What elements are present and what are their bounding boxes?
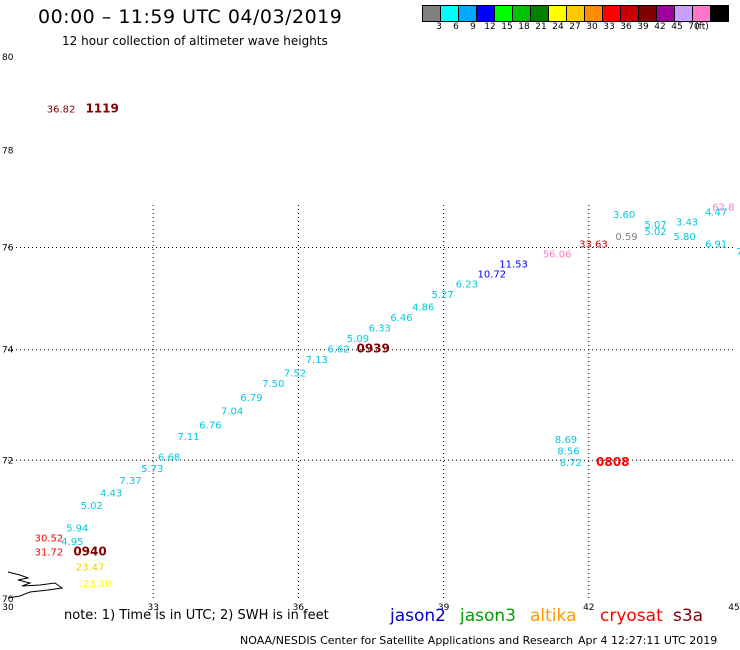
wave-height-value: 7.04 [221,407,243,418]
credit-text: NOAA/NESDIS Center for Satellite Applica… [240,634,574,647]
wave-height-value: 5.07 [644,220,666,231]
latitude-tick-label: 78 [2,146,14,156]
longitude-tick-label: 30 [2,603,14,613]
wave-height-value: 7.52 [284,368,306,379]
color-scale-label: 15 [501,22,513,32]
wave-height-value: 10.72 [477,270,506,281]
wave-height-value: 23.10 [83,579,112,590]
color-scale-label: 27 [569,22,581,32]
wave-height-value: 6.68 [158,452,180,463]
latitude-tick-label: 80 [2,53,14,63]
wave-height-value: 5.02 [644,227,666,238]
pass-time-label: 0939 [356,341,389,355]
color-scale-label: 9 [470,22,476,32]
wave-height-value: 6.46 [390,313,412,324]
wave-height-value: 8.56 [557,446,579,457]
color-scale-label: 12 [484,22,496,32]
color-scale-label: 36 [620,22,632,32]
pass-time-label: 0808 [596,455,629,469]
wave-height-value: 3.43 [676,217,698,228]
wave-height-value: 11.53 [499,260,528,271]
satellite-legend-s3a: s3a [673,606,704,626]
wave-height-value: 33.63 [579,240,608,251]
satellite-legend-jason3: jason3 [460,606,516,626]
satellite-legend-jason2: jason2 [390,606,446,626]
wave-height-value: 6.79 [240,393,262,404]
longitude-tick-label: 33 [147,603,158,613]
coastline [7,571,64,599]
wave-height-value: 6.76 [199,421,221,432]
wave-height-value: 4.86 [412,303,434,314]
color-scale-label: 45 [671,22,683,32]
color-scale-label: 33 [603,22,615,32]
wave-height-value: 36.82 [47,105,76,116]
latitude-tick-label: 76 [2,244,14,254]
pass-time-label: 0940 [73,545,106,559]
color-scale-label: 70 [688,22,700,32]
legend-note: note: 1) Time is in UTC; 2) SWH is in fe… [64,608,329,623]
wave-height-value: 4.43 [100,488,122,499]
wave-height-value: 6.23 [456,280,478,291]
color-swatch [710,5,729,22]
latitude-tick-label: 70 [2,595,14,605]
generation-timestamp: Apr 4 12:27:11 UTC 2019 [578,634,718,647]
color-scale-label: 21 [535,22,547,32]
satellite-legend-cryosat: cryosat [600,606,663,626]
wave-height-value: 62.8 [712,203,734,214]
latitude-tick-label: 74 [2,346,14,356]
color-scale-label: 24 [552,22,564,32]
wave-height-value: 8.69 [555,435,577,446]
wave-height-value: 0.59 [615,232,637,243]
color-scale-label: 18 [518,22,530,32]
longitude-tick-label: 39 [438,603,450,613]
wave-height-value: 23.47 [76,563,105,574]
wave-height-value: 6.91 [705,240,727,251]
wave-height-value: 3.60 [613,210,635,221]
longitude-tick-label: 42 [583,603,594,613]
wave-height-value: 31.72 [35,548,64,559]
color-scale-label: (ft) [695,22,709,32]
color-scale-label: 6 [453,22,459,32]
longitude-tick-label: 45 [728,603,739,613]
color-scale-label: 3 [436,22,442,32]
map-title: 00:00 – 11:59 UTC 04/03/2019 [38,6,343,28]
wave-height-value: 6.33 [369,323,391,334]
latitude-tick-label: 72 [2,456,13,466]
wave-height-value: 7.13 [306,355,328,366]
color-scale-bar [422,5,729,22]
color-scale-labels: 3 6 9 12 15 18 21 24 27 30 33 36 39 42 45 70 (ft) [422,22,740,36]
wave-height-value: 7.37 [119,476,141,487]
wave-height-value: 7.50 [262,379,284,390]
wave-height-value: 4.95 [61,537,83,548]
map-subtitle: 12 hour collection of altimeter wave hei… [62,34,328,48]
wave-height-value: 6.62 [327,344,349,355]
color-scale-label: 30 [586,22,598,32]
wave-height-value: 56.06 [543,250,572,261]
satellite-legend-altika: altika [530,606,577,626]
color-scale-label: 42 [654,22,666,32]
wave-height-value: 5.94 [66,523,88,534]
wave-height-value: 5.02 [81,501,103,512]
wave-height-value: 5.80 [674,232,696,243]
wave-height-value: 5.09 [347,334,369,345]
wave-height-value: 5.27 [432,290,454,301]
longitude-tick-label: 36 [293,603,305,613]
color-scale-label: 39 [637,22,649,32]
wave-height-value: 30.52 [35,534,64,545]
wave-height-value: 16.86 [88,0,117,3]
pass-time-label: 1119 [85,102,118,116]
wave-height-value: 7 [736,247,740,258]
wave-height-value: 5.73 [141,464,163,475]
wave-height-value: 4.47 [705,208,727,219]
wave-height-value: 7.11 [177,432,199,443]
pass-time-label: 0213 [129,0,162,3]
wave-height-value: 8.72 [560,458,582,469]
